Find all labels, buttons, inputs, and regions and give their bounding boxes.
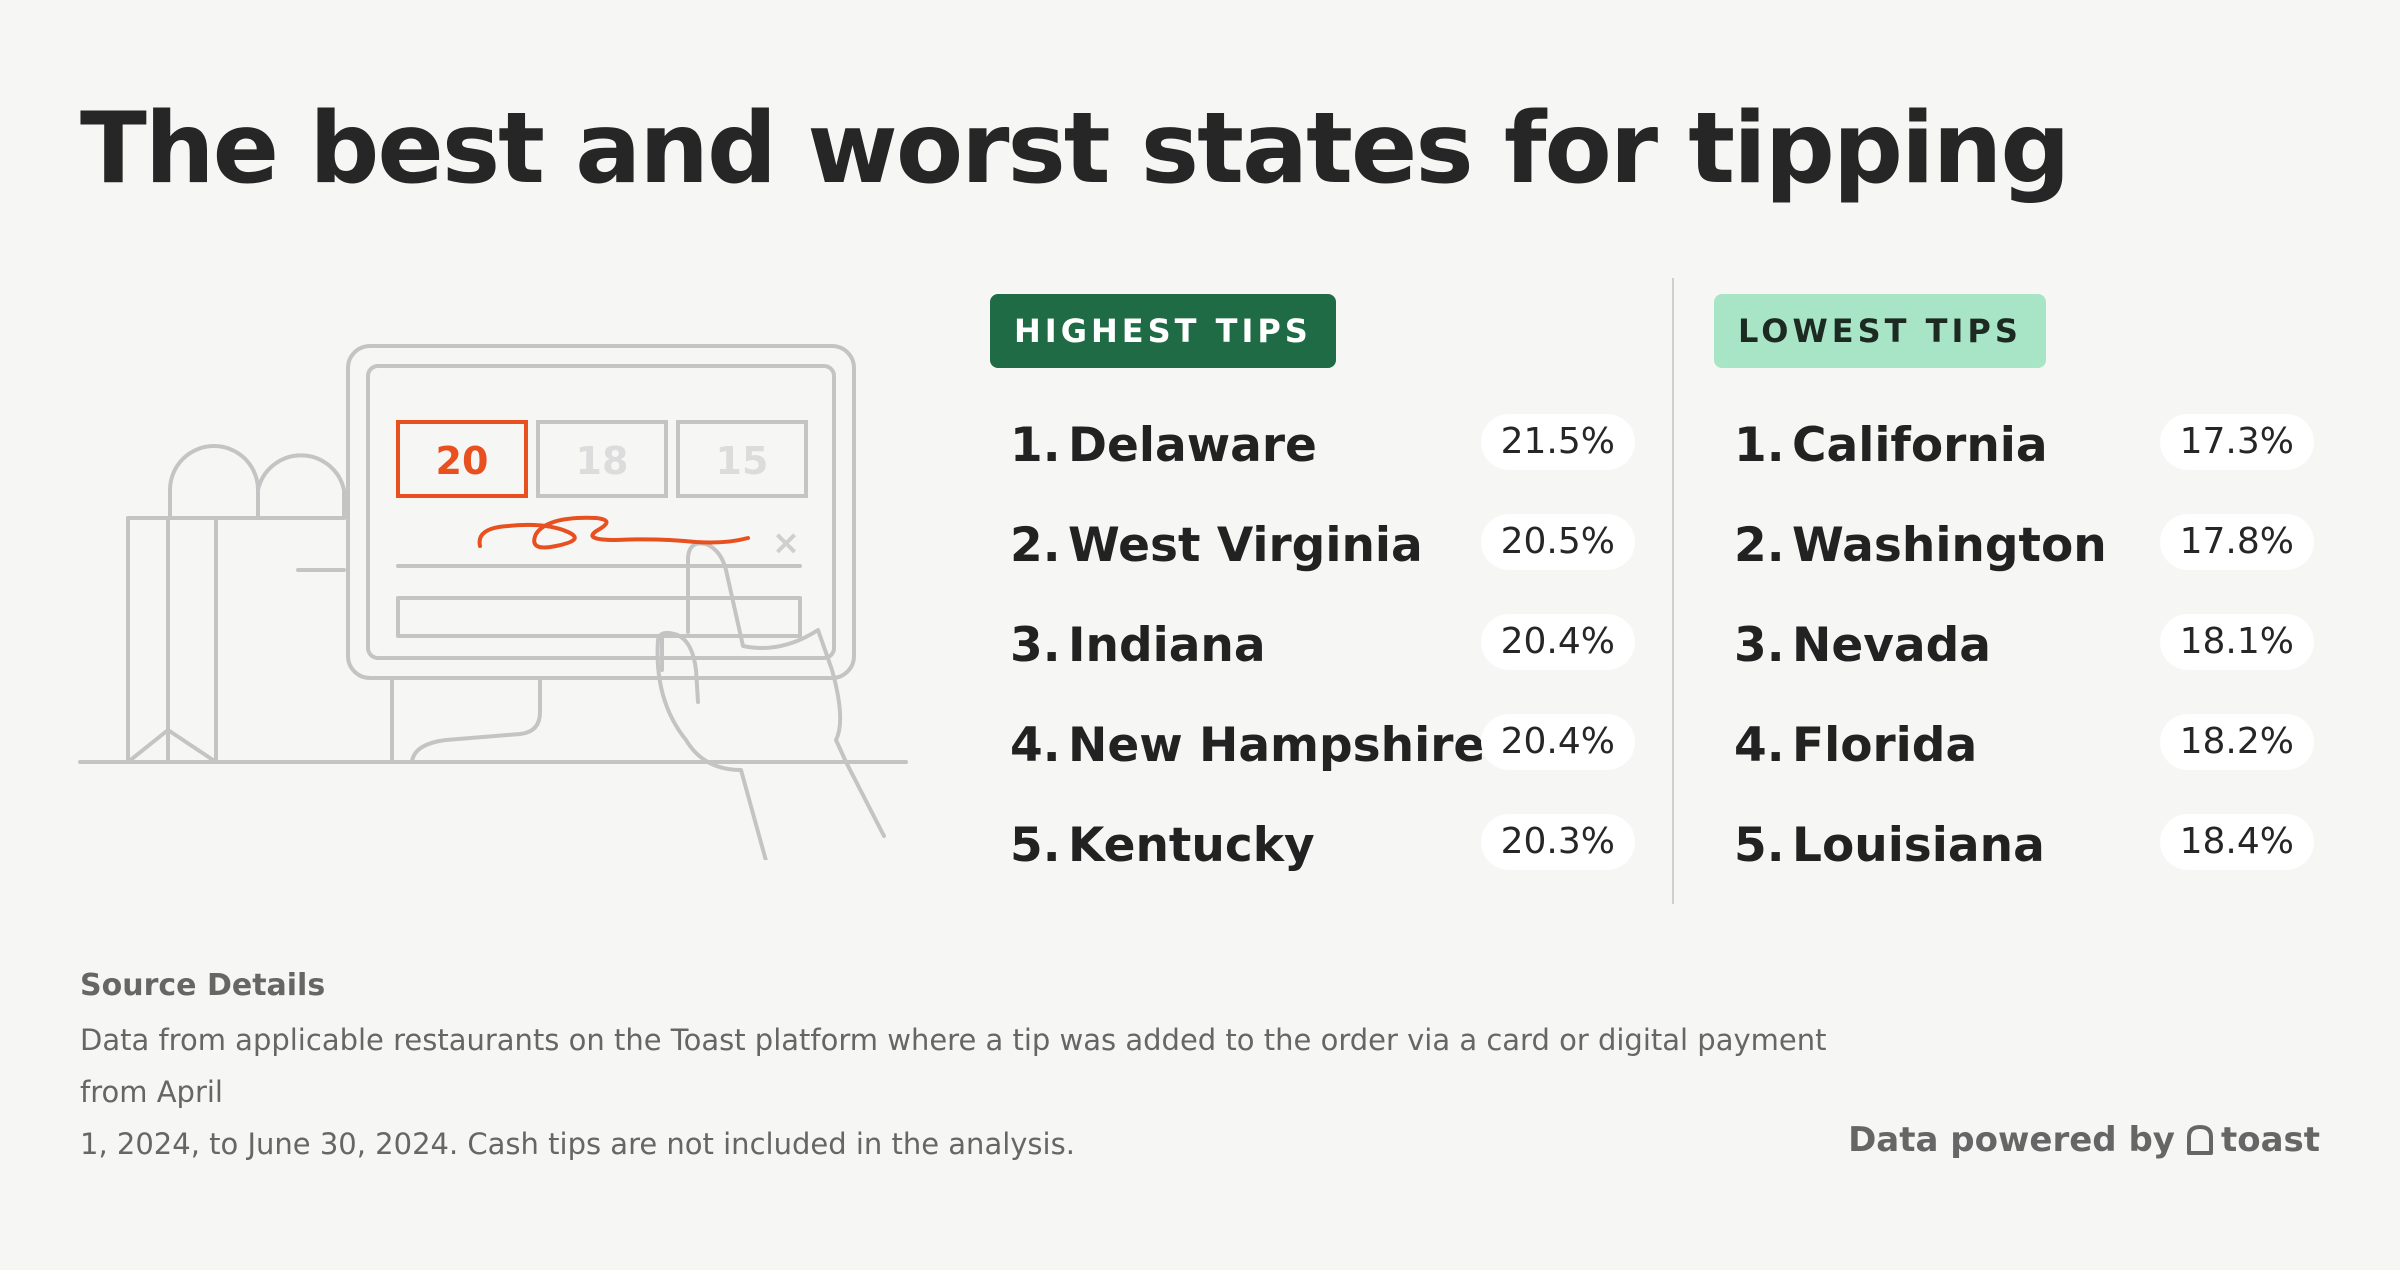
powered-by-text: Data powered by bbox=[1848, 1120, 2175, 1160]
highest-tips-column: HIGHEST TIPS 1. Delaware 21.5% 2. West V… bbox=[990, 294, 1635, 908]
highest-tips-list: 1. Delaware 21.5% 2. West Virginia 20.5%… bbox=[990, 408, 1635, 908]
list-item: 2. Washington 17.8% bbox=[1714, 508, 2314, 608]
tip-option-18: 18 bbox=[576, 439, 629, 483]
list-item: 4. Florida 18.2% bbox=[1714, 708, 2314, 808]
rank: 2. bbox=[1734, 518, 1785, 573]
tip-percent: 20.3% bbox=[1480, 814, 1635, 870]
tip-percent: 21.5% bbox=[1480, 414, 1635, 470]
toast-logo: toast bbox=[2183, 1120, 2320, 1160]
source-details-heading: Source Details bbox=[80, 968, 326, 1003]
state-name: California bbox=[1792, 418, 2048, 473]
lowest-tips-list: 1. California 17.3% 2. Washington 17.8% … bbox=[1714, 408, 2314, 908]
column-divider bbox=[1672, 278, 1674, 904]
powered-by-footer: Data powered by toast bbox=[1848, 1120, 2320, 1160]
tip-option-15: 15 bbox=[716, 439, 769, 483]
tip-percent: 18.1% bbox=[2159, 614, 2314, 670]
list-item: 3. Indiana 20.4% bbox=[990, 608, 1635, 708]
toast-icon bbox=[2186, 1125, 2213, 1155]
state-name: Indiana bbox=[1068, 618, 1266, 673]
tip-percent: 18.2% bbox=[2159, 714, 2314, 770]
state-name: Florida bbox=[1792, 718, 1978, 773]
rank: 3. bbox=[1734, 618, 1785, 673]
list-item: 2. West Virginia 20.5% bbox=[990, 508, 1635, 608]
tip-percent: 20.5% bbox=[1480, 514, 1635, 570]
state-name: Kentucky bbox=[1068, 818, 1315, 873]
source-line-1: Data from applicable restaurants on the … bbox=[80, 1023, 1827, 1109]
state-name: Nevada bbox=[1792, 618, 1991, 673]
rank: 2. bbox=[1010, 518, 1061, 573]
lowest-tips-badge: LOWEST TIPS bbox=[1714, 294, 2046, 368]
tip-option-box bbox=[536, 420, 668, 498]
highest-tips-badge: HIGHEST TIPS bbox=[990, 294, 1336, 368]
rank: 4. bbox=[1734, 718, 1785, 773]
tip-percent: 17.3% bbox=[2159, 414, 2314, 470]
tip-percent: 20.4% bbox=[1480, 614, 1635, 670]
state-name: Delaware bbox=[1068, 418, 1317, 473]
list-item: 5. Louisiana 18.4% bbox=[1714, 808, 2314, 908]
signature-scribble bbox=[477, 515, 750, 550]
lowest-tips-column: LOWEST TIPS 1. California 17.3% 2. Washi… bbox=[1714, 294, 2314, 908]
page-title: The best and worst states for tipping bbox=[80, 92, 2070, 206]
list-item: 4. New Hampshire 20.4% bbox=[990, 708, 1635, 808]
rank: 5. bbox=[1734, 818, 1785, 873]
tip-percent: 17.8% bbox=[2159, 514, 2314, 570]
list-item: 1. Delaware 21.5% bbox=[990, 408, 1635, 508]
tip-option-selected bbox=[396, 420, 528, 498]
tip-option-20: 20 bbox=[436, 439, 489, 483]
list-item: 3. Nevada 18.1% bbox=[1714, 608, 2314, 708]
pos-terminal-illustration: 20 18 15 × bbox=[78, 344, 908, 860]
list-item: 5. Kentucky 20.3% bbox=[990, 808, 1635, 908]
rank: 4. bbox=[1010, 718, 1061, 773]
state-name: Louisiana bbox=[1792, 818, 2045, 873]
state-name: New Hampshire bbox=[1068, 718, 1486, 773]
rank: 3. bbox=[1010, 618, 1061, 673]
state-name: Washington bbox=[1792, 518, 2107, 573]
rank: 5. bbox=[1010, 818, 1061, 873]
tip-option-box bbox=[676, 420, 808, 498]
tip-percent: 20.4% bbox=[1480, 714, 1635, 770]
source-details-text: Data from applicable restaurants on the … bbox=[80, 1014, 1880, 1170]
source-line-2: 1, 2024, to June 30, 2024. Cash tips are… bbox=[80, 1127, 1075, 1161]
toast-brand-text: toast bbox=[2220, 1120, 2320, 1160]
state-name: West Virginia bbox=[1068, 518, 1423, 573]
list-item: 1. California 17.3% bbox=[1714, 408, 2314, 508]
tip-percent: 18.4% bbox=[2159, 814, 2314, 870]
close-icon: × bbox=[772, 523, 801, 563]
rank: 1. bbox=[1010, 418, 1061, 473]
rank: 1. bbox=[1734, 418, 1785, 473]
